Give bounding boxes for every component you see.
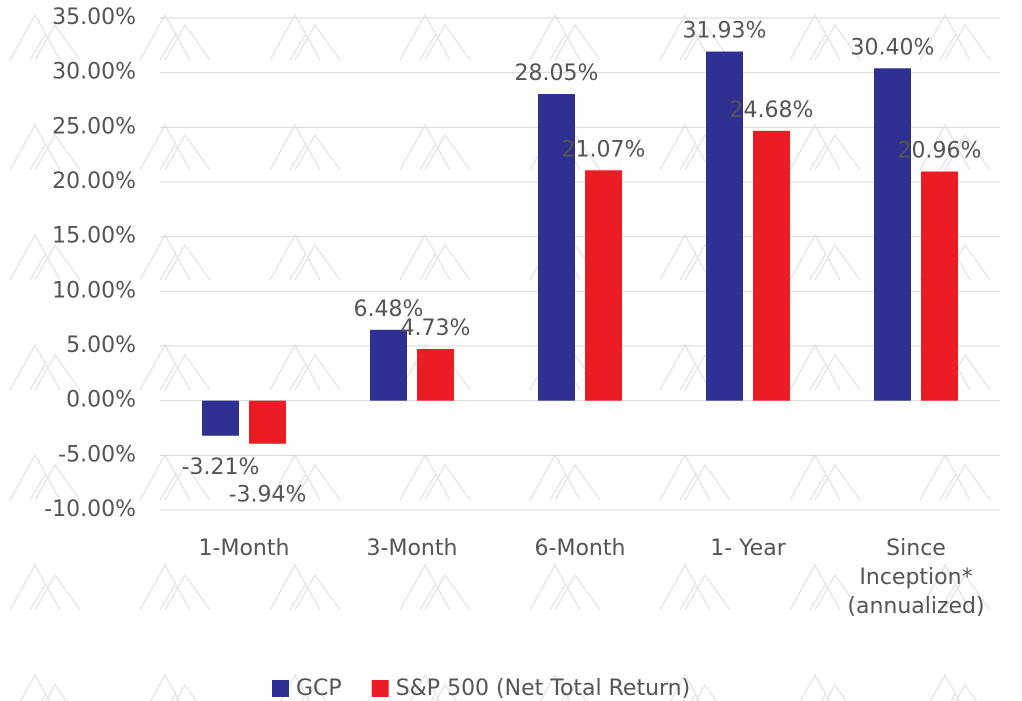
bar [921, 171, 958, 401]
data-label: -3.94% [229, 483, 307, 508]
x-tick-label: 6-Month [534, 536, 626, 561]
x-tick-label: 3-Month [366, 536, 458, 561]
bar [202, 400, 239, 436]
y-tick-label: 10.00% [52, 278, 136, 303]
x-tick-label: 1- Year [710, 536, 786, 561]
data-label: 28.05% [515, 61, 599, 86]
data-label: 30.40% [851, 35, 935, 60]
bar [706, 51, 743, 401]
bar [753, 130, 790, 401]
legend-label: S&P 500 (Net Total Return) [396, 676, 691, 701]
y-tick-label: -5.00% [58, 442, 136, 467]
bar [370, 329, 407, 401]
x-tick-label: 1-Month [198, 536, 290, 561]
x-tick-label: Since Inception* (annualized) [847, 536, 985, 619]
y-tick-label: 15.00% [52, 224, 136, 249]
y-tick-label: 30.00% [52, 60, 136, 85]
y-tick-label: 0.00% [66, 388, 136, 413]
data-label: 21.07% [562, 137, 646, 162]
bar [417, 348, 454, 401]
bar [538, 93, 575, 401]
bar [874, 68, 911, 401]
legend-swatch [371, 680, 389, 697]
data-label: -3.21% [182, 455, 260, 480]
data-label: 24.68% [730, 98, 814, 123]
data-label: 4.73% [401, 316, 471, 341]
y-tick-label: 20.00% [52, 169, 136, 194]
y-tick-label: 5.00% [66, 333, 136, 358]
y-tick-label: -10.00% [44, 497, 136, 522]
legend-swatch [272, 680, 289, 697]
bar [249, 400, 286, 444]
y-tick-label: 35.00% [52, 5, 136, 30]
bar [585, 170, 622, 401]
data-label: 31.93% [683, 19, 767, 44]
y-tick-label: 25.00% [52, 114, 136, 139]
data-label: 20.96% [898, 139, 982, 164]
data-label: 6.48% [354, 297, 424, 322]
legend-label: GCP [296, 676, 342, 701]
